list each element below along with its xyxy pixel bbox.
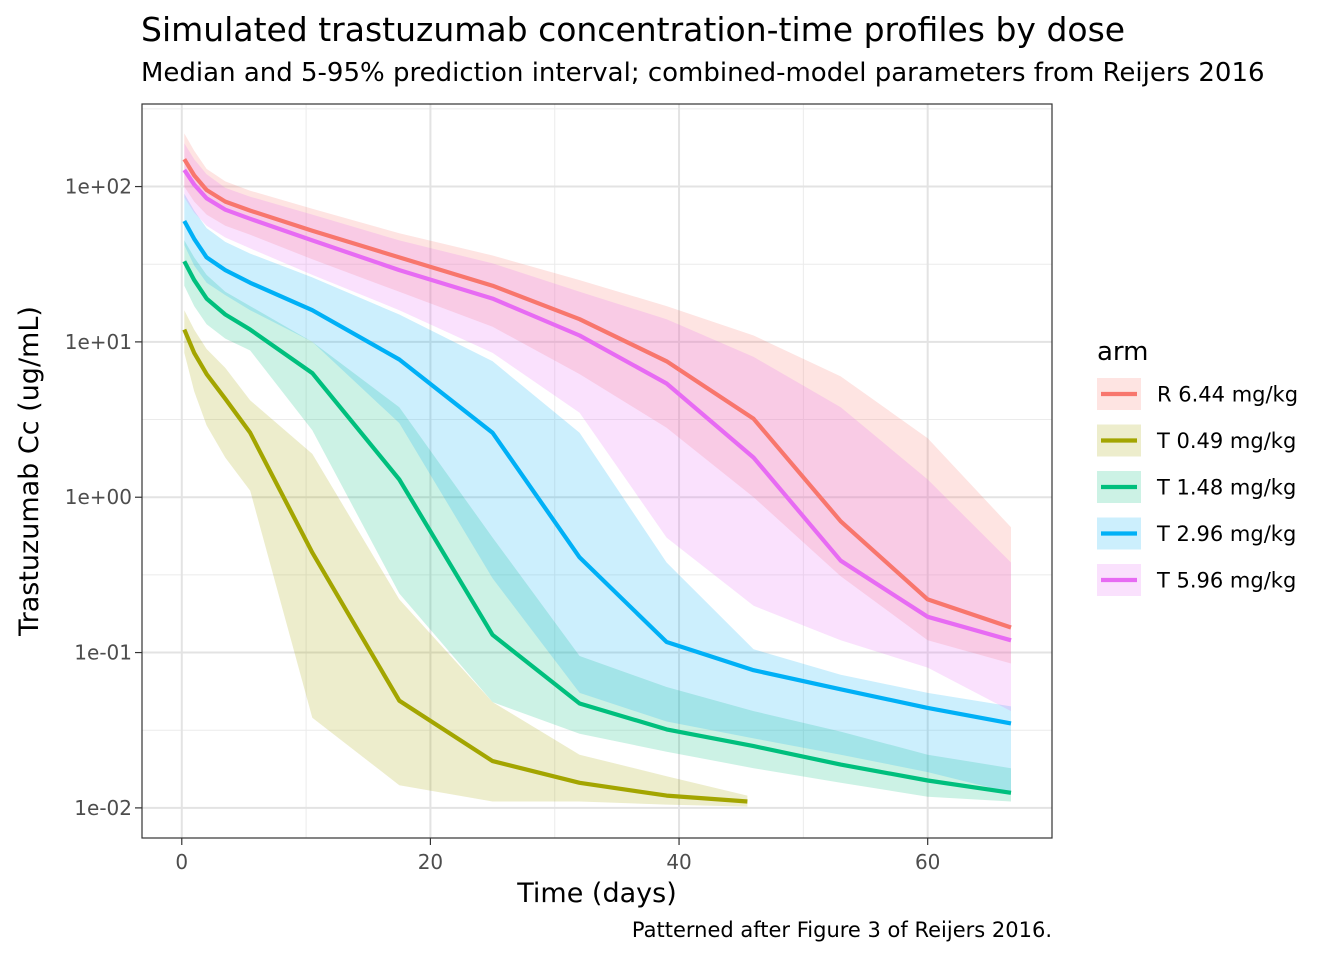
median-line-t-0-49-mg-kg [182, 328, 748, 804]
legend-entry: R 6.44 mg/kg [1097, 378, 1298, 410]
legend-entry: T 5.96 mg/kg [1097, 564, 1296, 596]
pi-band-t-0-49-mg-kg [184, 310, 748, 807]
y-tick-label: 1e-02 [74, 796, 132, 820]
pi-band-t-5-96-mg-kg [184, 143, 1012, 712]
chart-title: Simulated trastuzumab concentration-time… [141, 10, 1126, 49]
y-tick-label: 1e+02 [65, 175, 132, 199]
chart-caption: Patterned after Figure 3 of Reijers 2016… [631, 918, 1052, 942]
plot-panel-border [141, 103, 1053, 839]
x-tick-label: 20 [418, 850, 443, 874]
legend-label: T 0.49 mg/kg [1156, 429, 1296, 453]
median-lines [182, 158, 1012, 804]
legend-entry: T 2.96 mg/kg [1097, 517, 1296, 550]
legend: arm R 6.44 mg/kg T 0.49 mg/kg T 1.48 mg/kg… [1097, 337, 1298, 596]
legend-entry: T 0.49 mg/kg [1097, 424, 1296, 457]
y-tick-label: 1e-01 [74, 641, 132, 665]
legend-label: T 1.48 mg/kg [1156, 476, 1296, 500]
x-tick-label: 40 [666, 850, 691, 874]
x-axis-title: Time (days) [516, 878, 676, 909]
y-axis-title: Trastuzumab Cc (ug/mL) [14, 306, 45, 637]
chart-subtitle: Median and 5-95% prediction interval; co… [141, 58, 1265, 88]
legend-entry: T 1.48 mg/kg [1097, 471, 1296, 503]
legend-label: T 2.96 mg/kg [1156, 522, 1296, 546]
legend-label: T 5.96 mg/kg [1156, 569, 1296, 593]
legend-title: arm [1097, 337, 1149, 367]
x-tick-label: 0 [175, 850, 188, 874]
median-line-r-6-44-mg-kg [182, 158, 1012, 630]
legend-label: R 6.44 mg/kg [1157, 383, 1298, 407]
median-line-t-2-96-mg-kg [182, 219, 1012, 726]
legend-entries: R 6.44 mg/kg T 0.49 mg/kg T 1.48 mg/kg T 2.… [1097, 378, 1298, 596]
median-line-t-5-96-mg-kg [182, 168, 1012, 643]
pi-band-t-1-48-mg-kg [184, 240, 1012, 802]
pi-band-t-2-96-mg-kg [184, 193, 1012, 793]
y-tick-label: 1e+01 [65, 330, 132, 354]
axes: 0 20 40 60 1e-02 1e-01 1e+00 1e+01 1e+02 [65, 175, 941, 874]
median-line-t-1-48-mg-kg [182, 260, 1012, 795]
x-tick-label: 60 [915, 850, 940, 874]
y-tick-label: 1e+00 [65, 485, 132, 509]
